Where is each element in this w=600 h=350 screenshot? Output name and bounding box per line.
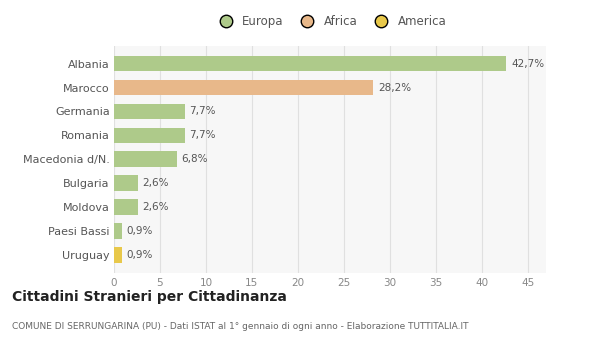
Bar [114,152,176,167]
Bar [114,247,122,262]
Text: COMUNE DI SERRUNGARINA (PU) - Dati ISTAT al 1° gennaio di ogni anno - Elaborazio: COMUNE DI SERRUNGARINA (PU) - Dati ISTAT… [12,322,469,331]
Text: 28,2%: 28,2% [378,83,411,92]
Text: 2,6%: 2,6% [142,178,169,188]
Text: 7,7%: 7,7% [190,130,216,140]
Text: 42,7%: 42,7% [511,58,544,69]
Text: 2,6%: 2,6% [142,202,169,212]
Bar [114,223,122,239]
Bar [114,175,138,191]
Text: Cittadini Stranieri per Cittadinanza: Cittadini Stranieri per Cittadinanza [12,290,287,304]
Bar [114,104,185,119]
Text: 6,8%: 6,8% [181,154,208,164]
Text: 7,7%: 7,7% [190,106,216,117]
Legend: Europa, Africa, America: Europa, Africa, America [209,10,451,33]
Bar [114,199,138,215]
Text: 0,9%: 0,9% [127,226,153,236]
Bar [114,56,506,71]
Bar [114,80,373,95]
Text: 0,9%: 0,9% [127,250,153,260]
Bar [114,127,185,143]
